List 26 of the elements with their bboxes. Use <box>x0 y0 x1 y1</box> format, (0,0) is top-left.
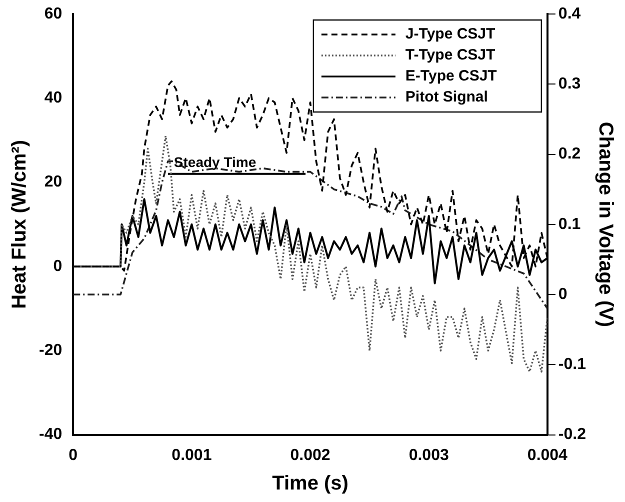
x-tick-label: 0.001 <box>172 446 212 464</box>
x-axis-title: Time (s) <box>272 472 348 495</box>
y2-tick-label: 0.4 <box>558 5 581 22</box>
annotation: Steady Time <box>174 154 256 170</box>
y2-axis-title: Change in Voltage (V) <box>594 122 616 327</box>
legend-label: E-Type CSJT <box>405 68 497 85</box>
y-tick-label: 60 <box>44 5 62 22</box>
y2-tick-label: 0.2 <box>558 146 581 163</box>
y-tick-label: -40 <box>39 426 62 444</box>
y2-tick-label: 0.3 <box>558 76 581 93</box>
y-tick-label: 40 <box>44 90 62 107</box>
x-tick-label: 0.002 <box>290 446 330 464</box>
y2-tick-label: -0.1 <box>558 356 586 374</box>
y-tick-label: -20 <box>39 342 62 360</box>
y-tick-label: 20 <box>44 174 62 191</box>
legend-label: Pitot Signal <box>405 88 488 106</box>
y-tick-label: 0 <box>53 258 62 275</box>
x-tick-label: 0 <box>68 446 78 464</box>
legend-label: T-Type CSJT <box>405 46 496 64</box>
y2-tick-label: -0.2 <box>558 426 586 444</box>
legend-label: J-Type CSJT <box>405 26 496 43</box>
y2-tick-label: 0.1 <box>558 216 581 233</box>
y2-tick-label: 0 <box>558 286 568 303</box>
y-axis-title: Heat Flux (W/cm²) <box>8 140 31 309</box>
x-tick-label: 0.003 <box>408 446 449 464</box>
x-tick-label: 0.004 <box>527 446 568 464</box>
